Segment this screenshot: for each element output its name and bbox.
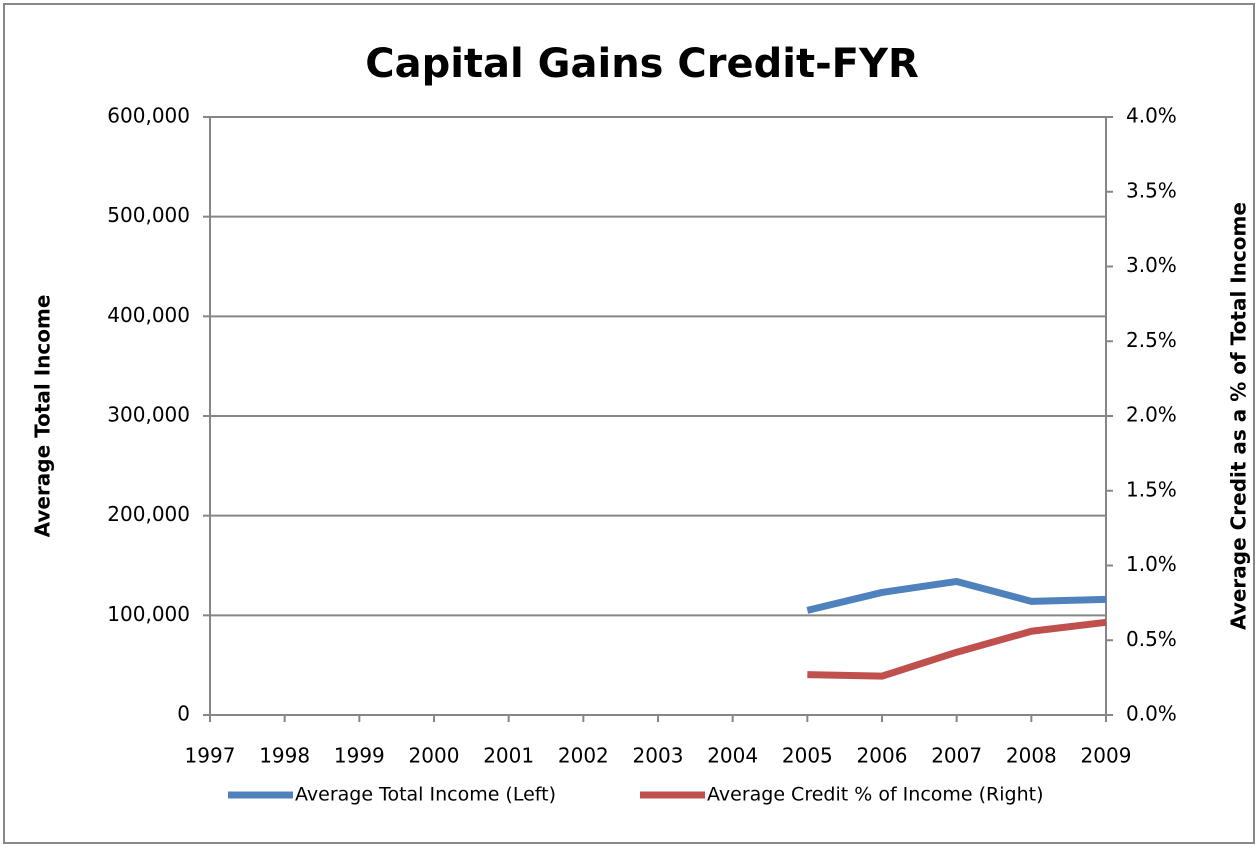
x-tick-label: 2001 bbox=[483, 744, 534, 768]
y-tick-label: 0 bbox=[177, 702, 190, 726]
x-tick-label: 1997 bbox=[185, 744, 236, 768]
x-tick-label: 2009 bbox=[1081, 744, 1132, 768]
y2-tick-label: 3.0% bbox=[1126, 253, 1177, 277]
x-tick-label: 2008 bbox=[1006, 744, 1057, 768]
x-tick-label: 2000 bbox=[409, 744, 460, 768]
y-tick-label: 100,000 bbox=[107, 602, 190, 626]
y-tick-label: 300,000 bbox=[107, 403, 190, 427]
y2-tick-label: 0.5% bbox=[1126, 627, 1177, 651]
x-tick-label: 2003 bbox=[633, 744, 684, 768]
y-tick-label: 200,000 bbox=[107, 502, 190, 526]
chart-border bbox=[3, 3, 1255, 844]
y2-tick-label: 2.5% bbox=[1126, 328, 1177, 352]
y2-tick-label: 0.0% bbox=[1126, 702, 1177, 726]
legend-label: Average Credit % of Income (Right) bbox=[707, 784, 1044, 806]
legend-label: Average Total Income (Left) bbox=[295, 784, 556, 806]
y2-tick-label: 2.0% bbox=[1126, 403, 1177, 427]
y2-axis-title: Average Credit as a % of Total Income bbox=[1227, 202, 1251, 630]
x-tick-label: 1999 bbox=[334, 744, 385, 768]
chart-title: Capital Gains Credit-FYR bbox=[365, 41, 919, 87]
y-tick-label: 600,000 bbox=[107, 104, 190, 128]
x-tick-label: 2006 bbox=[857, 744, 908, 768]
series-line bbox=[806, 577, 1107, 614]
x-tick-label: 2004 bbox=[707, 744, 758, 768]
series-line bbox=[807, 618, 1107, 680]
y2-tick-label: 1.5% bbox=[1126, 477, 1177, 501]
x-tick-label: 1998 bbox=[259, 744, 310, 768]
y-axis-title: Average Total Income bbox=[31, 295, 55, 538]
y2-tick-label: 3.5% bbox=[1126, 178, 1177, 202]
x-tick-label: 2002 bbox=[558, 744, 609, 768]
y-tick-label: 500,000 bbox=[107, 203, 190, 227]
y-tick-label: 400,000 bbox=[107, 303, 190, 327]
y2-tick-label: 4.0% bbox=[1126, 104, 1177, 128]
y2-tick-label: 1.0% bbox=[1126, 552, 1177, 576]
x-tick-label: 2005 bbox=[782, 744, 833, 768]
x-tick-label: 2007 bbox=[931, 744, 982, 768]
